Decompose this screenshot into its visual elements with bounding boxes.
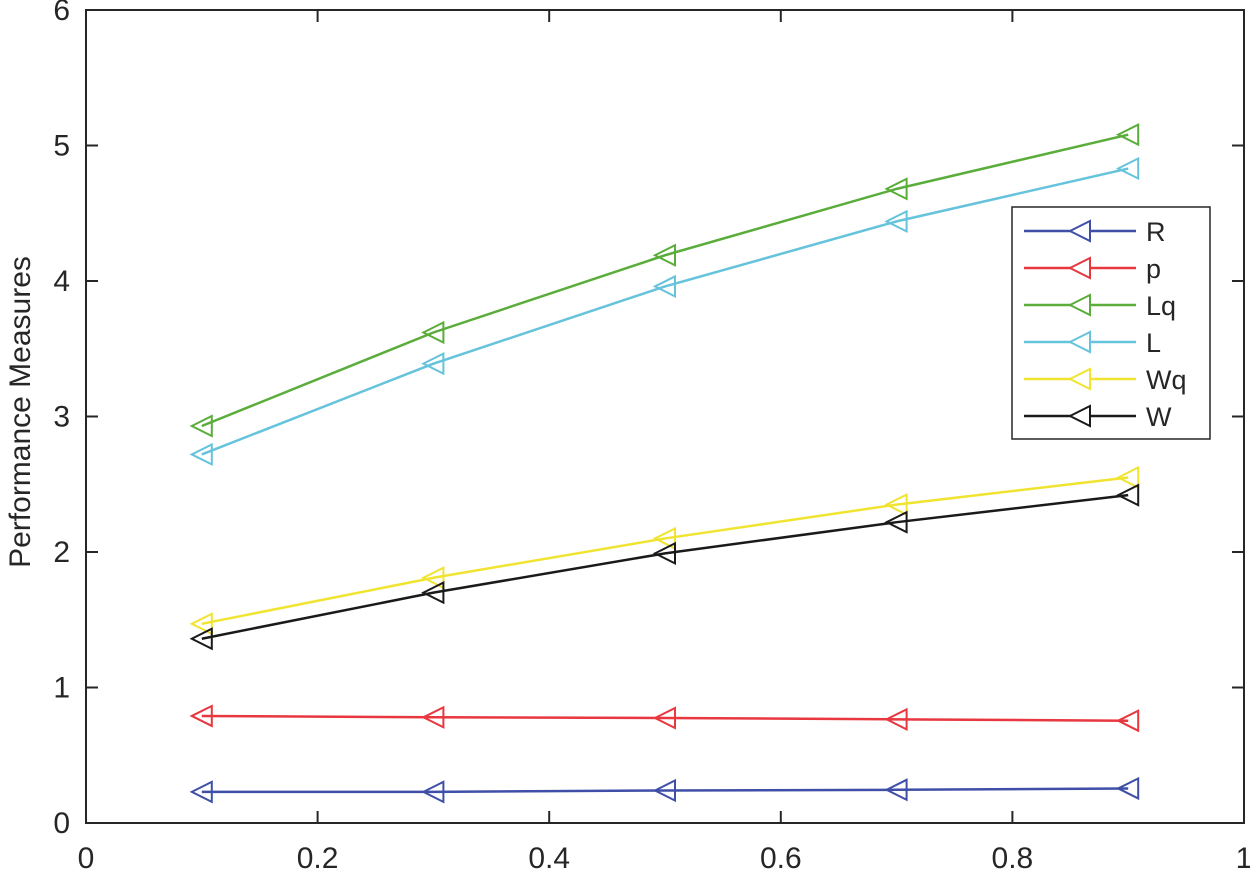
legend-box (1011, 206, 1211, 440)
data-point (1115, 776, 1140, 801)
data-point (884, 778, 908, 802)
data-point (652, 706, 676, 730)
legend-entry-L: L (1024, 328, 1161, 358)
series-line (201, 133, 1129, 428)
data-point (884, 209, 908, 233)
data-point (1115, 483, 1140, 507)
x-tick-label: 1 (1236, 842, 1250, 873)
data-point (652, 526, 676, 551)
legend-label: Wq (1146, 365, 1187, 395)
x-tick-label: 0.2 (297, 842, 339, 873)
series-Lq (189, 123, 1140, 438)
data-point (421, 352, 445, 376)
data-point (421, 705, 445, 729)
x-tick-label: 0.6 (760, 842, 802, 873)
legend-entry-R: R (1024, 217, 1166, 247)
legend-label: W (1146, 402, 1172, 432)
series-W (189, 483, 1140, 651)
series-L (189, 156, 1140, 467)
data-point (189, 704, 213, 728)
series-layer (189, 123, 1140, 804)
series-line (201, 493, 1129, 640)
data-point (1115, 709, 1140, 733)
data-point (1115, 123, 1140, 147)
legend: Rp Lq L Wq W (1011, 206, 1211, 440)
data-point (421, 320, 445, 345)
series-line (201, 714, 1129, 722)
data-point (884, 510, 908, 534)
legend-label: p (1146, 254, 1161, 284)
legend-entry-Lq: Lq (1024, 291, 1176, 321)
legend-label: L (1146, 328, 1161, 358)
data-point (884, 177, 908, 201)
series-Wq (189, 465, 1140, 636)
legend-marker (1067, 293, 1091, 317)
data-point (189, 414, 213, 438)
series-p (189, 704, 1140, 733)
y-tick-label: 5 (53, 130, 70, 163)
data-point (884, 492, 908, 517)
y-tick-label: 3 (53, 401, 70, 434)
data-point (1115, 465, 1140, 490)
data-point (189, 627, 213, 651)
data-point (884, 707, 908, 731)
legend-marker (1067, 367, 1091, 391)
series-line (201, 167, 1129, 456)
x-tick-label: 0 (78, 842, 95, 873)
data-point (652, 778, 676, 803)
legend-label: Lq (1146, 291, 1176, 321)
data-point (1115, 156, 1140, 181)
series-line (201, 476, 1129, 626)
legend-marker (1067, 404, 1091, 428)
legend-entry-p: p (1024, 254, 1161, 284)
y-tick-label: 4 (53, 265, 70, 298)
y-axis-ticks: 0 1 2 3 4 5 6 (53, 0, 1244, 840)
x-tick-label: 0.8 (992, 842, 1034, 873)
legend-entry-W: W (1024, 402, 1172, 432)
y-tick-label: 2 (53, 536, 70, 569)
data-point (189, 442, 213, 467)
x-tick-label: 0.4 (528, 842, 570, 873)
legend-marker (1067, 219, 1091, 243)
y-tick-label: 6 (53, 0, 70, 27)
y-tick-label: 0 (53, 807, 70, 840)
data-point (421, 780, 445, 804)
data-point (189, 612, 213, 636)
data-point (652, 541, 676, 565)
data-point (652, 243, 676, 267)
data-point (421, 566, 445, 590)
data-point (189, 780, 213, 804)
series-R (189, 776, 1140, 804)
data-point (421, 581, 445, 605)
x-axis-ticks: 0 0.2 0.4 0.6 0.8 1 (78, 10, 1250, 873)
legend-marker (1067, 330, 1091, 354)
series-line (201, 787, 1129, 794)
data-point (652, 274, 676, 299)
legend-entry-Wq: Wq (1024, 365, 1187, 395)
y-tick-label: 1 (53, 672, 70, 705)
legend-label: R (1146, 217, 1166, 247)
legend-marker (1067, 256, 1091, 280)
y-axis-label: Performance Measures (4, 256, 37, 568)
